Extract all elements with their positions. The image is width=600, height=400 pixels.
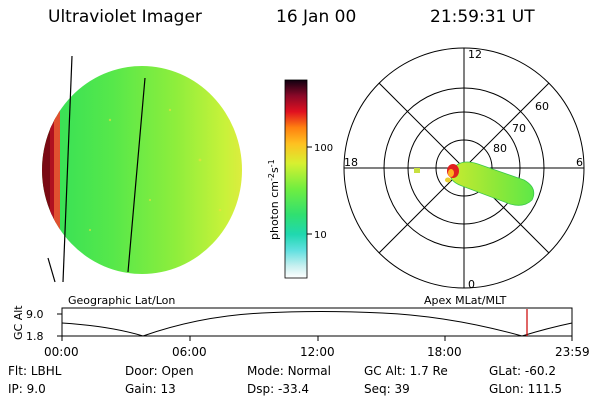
lat-label-70: 70: [512, 122, 526, 135]
altitude-plot: GC Alt 9.0 1.8 00:00 06:00 12:00 18:00 2…: [12, 305, 590, 359]
altitude-xtick: 06:00: [172, 345, 207, 359]
colorbar: 100 10 photon cm-2s-1: [267, 79, 333, 279]
altitude-xtick: 18:00: [427, 345, 462, 359]
info-ip: IP: 9.0: [8, 382, 46, 396]
mlt-label-18: 18: [344, 156, 358, 169]
altitude-xtick: 12:00: [300, 345, 335, 359]
colorbar-tick-10: 10: [314, 230, 327, 241]
info-gc-alt: GC Alt: 1.7 Re: [364, 364, 448, 378]
altitude-curve: [61, 311, 573, 337]
polar-plot: 12 18 6 0 60 70 80: [343, 47, 585, 291]
time-label: 21:59:31 UT: [430, 7, 535, 27]
colorbar-tick-100: 100: [314, 143, 333, 154]
info-mode: Mode: Normal: [247, 364, 331, 378]
altitude-xtick: 00:00: [44, 345, 79, 359]
info-glon: GLon: 111.5: [489, 382, 562, 396]
instrument-title: Ultraviolet Imager: [48, 7, 202, 27]
projection-label-apex: Apex MLat/MLT: [424, 294, 507, 307]
meridian-line: [62, 55, 73, 283]
date-label: 16 Jan 00: [276, 7, 357, 27]
info-glat: GLat: -60.2: [489, 364, 556, 378]
altitude-ytick-min: 1.8: [26, 330, 44, 343]
info-dsp: Dsp: -33.4: [247, 382, 310, 396]
projection-label-geographic: Geographic Lat/Lon: [68, 294, 175, 307]
altitude-ylabel: GC Alt: [12, 305, 25, 340]
mlt-label-12: 12: [468, 48, 482, 61]
meridian-line: [47, 257, 56, 283]
info-seq: Seq: 39: [364, 382, 410, 396]
mlt-label-6: 6: [576, 156, 583, 169]
lat-label-60: 60: [535, 100, 549, 113]
altitude-ytick-max: 9.0: [26, 308, 44, 321]
info-gain: Gain: 13: [125, 382, 176, 396]
info-door: Door: Open: [125, 364, 194, 378]
earth-disc-image: [42, 55, 242, 283]
auroral-oval: [414, 161, 535, 206]
altitude-plot-frame: [61, 307, 573, 337]
mlt-label-0: 0: [468, 278, 475, 291]
info-flt: Flt: LBHL: [8, 364, 62, 378]
lat-label-80: 80: [493, 142, 507, 155]
altitude-xtick: 23:59: [555, 345, 590, 359]
meridian-line: [127, 77, 146, 273]
colorbar-unit-label: photon cm-2s-1: [267, 159, 281, 240]
